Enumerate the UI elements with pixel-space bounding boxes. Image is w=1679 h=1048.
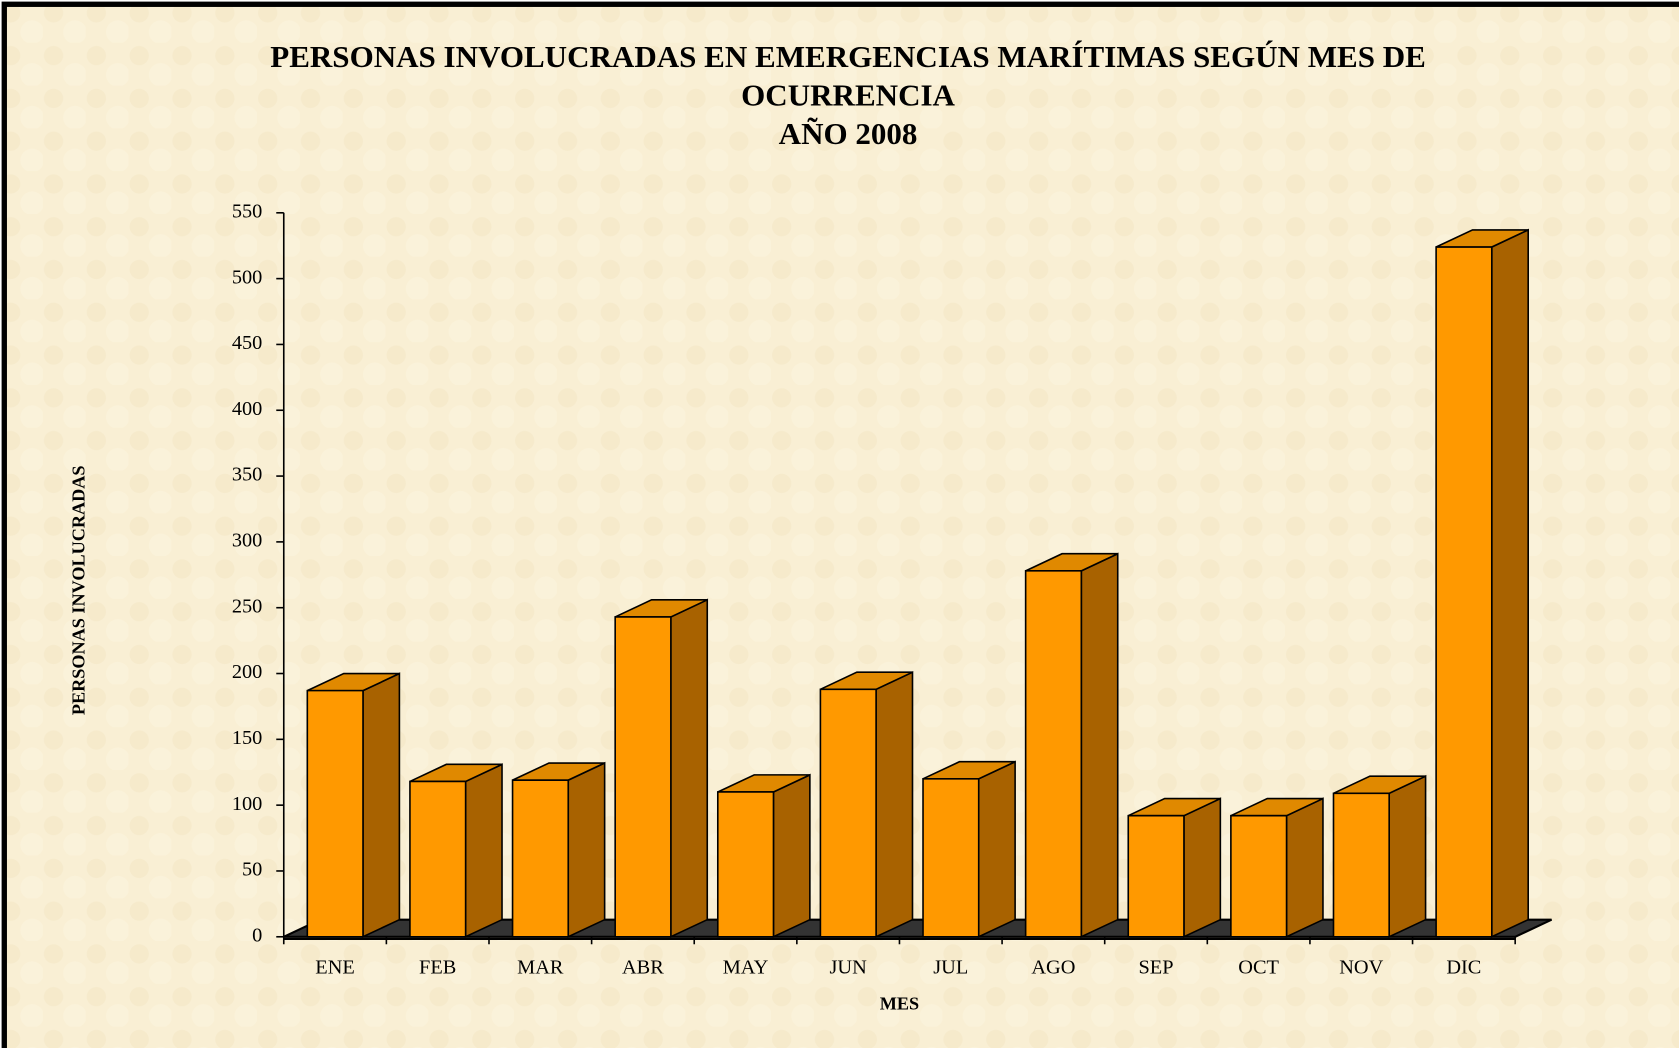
chart-subtitle: AÑO 2008: [779, 116, 918, 151]
bar-face: [1183, 797, 1222, 939]
bar: [716, 773, 811, 939]
bar: [1332, 774, 1427, 939]
bar-face: [1388, 774, 1427, 939]
bar-face: [567, 761, 606, 939]
bar: [1435, 228, 1530, 939]
bar-face: [922, 778, 980, 938]
y-tick-label: 450: [232, 332, 263, 354]
x-tick-label: JUL: [933, 957, 968, 979]
x-tick-label: OCT: [1238, 957, 1279, 979]
bar-face: [1127, 814, 1185, 938]
x-axis-title: MES: [880, 993, 919, 1013]
bar-face: [1024, 570, 1083, 938]
bar-face: [362, 672, 401, 939]
chart-title: PERSONAS INVOLUCRADAS EN EMERGENCIAS MAR…: [270, 39, 1426, 74]
bar: [1127, 797, 1222, 939]
y-tick-label: 500: [232, 266, 263, 288]
bar-face: [819, 688, 877, 938]
bar-face: [511, 779, 570, 938]
bar-face: [1490, 228, 1530, 939]
bar: [306, 672, 401, 939]
y-tick-label: 250: [232, 595, 263, 617]
chart-title: OCURRENCIA: [741, 78, 955, 113]
bar-face: [614, 616, 672, 938]
bar-face: [1332, 792, 1390, 938]
x-tick-label: FEB: [419, 957, 456, 979]
bar-face: [977, 760, 1016, 939]
bar: [1024, 552, 1119, 939]
y-tick-label: 350: [232, 464, 263, 486]
y-tick-label: 550: [232, 200, 263, 222]
bar-face: [716, 791, 775, 938]
x-tick-label: ABR: [622, 957, 664, 979]
y-axis-title: PERSONAS INVOLUCRADAS: [68, 466, 88, 716]
bar: [819, 670, 914, 939]
y-tick-label: 50: [242, 859, 262, 881]
bar-face: [772, 773, 811, 939]
bar-face: [1435, 246, 1493, 938]
bar-face: [409, 780, 467, 938]
bar: [922, 760, 1016, 939]
bar-face: [1230, 814, 1288, 938]
x-tick-label: NOV: [1339, 957, 1383, 979]
y-tick-label: 100: [232, 793, 263, 815]
y-tick-label: 200: [232, 661, 263, 683]
bar: [1230, 797, 1324, 939]
x-tick-label: MAR: [517, 957, 564, 979]
y-tick-label: 0: [252, 924, 262, 946]
bar-face: [464, 763, 503, 939]
bar: [409, 763, 503, 939]
x-tick-label: AGO: [1031, 957, 1075, 979]
bar-face: [1080, 552, 1119, 939]
bar-face: [1285, 797, 1324, 939]
x-tick-label: JUN: [830, 957, 868, 979]
y-tick-label: 300: [232, 530, 263, 552]
bar-face: [670, 598, 709, 939]
x-tick-label: SEP: [1138, 957, 1173, 979]
x-tick-label: MAY: [723, 957, 769, 979]
y-tick-label: 400: [232, 398, 263, 420]
bar: [511, 761, 606, 939]
x-tick-label: DIC: [1446, 957, 1481, 979]
y-tick-label: 150: [232, 727, 263, 749]
bar-face: [875, 670, 914, 939]
bar: [614, 598, 709, 939]
x-tick-label: ENE: [315, 957, 355, 979]
bar-face: [306, 689, 364, 938]
